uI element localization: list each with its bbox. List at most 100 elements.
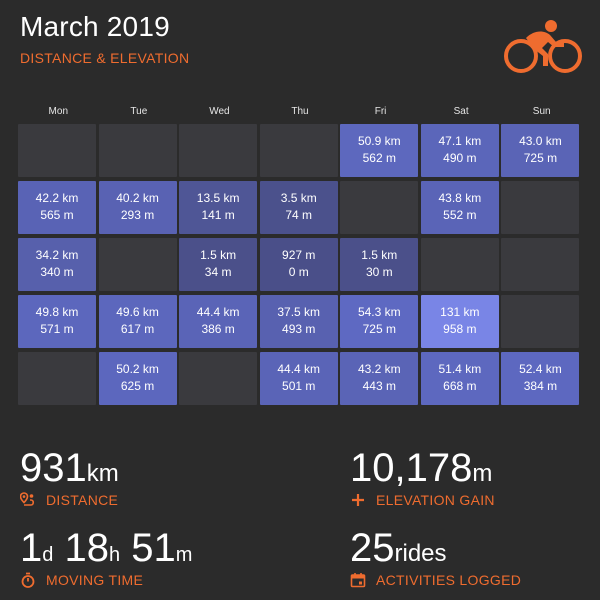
cell-elevation: 562 m xyxy=(362,151,396,165)
cell-elevation: 571 m xyxy=(40,322,74,336)
calendar-cell: 1.5 km 34 m xyxy=(179,238,258,291)
cell-elevation: 141 m xyxy=(201,208,235,222)
cell-distance: 927 m xyxy=(282,248,316,262)
cell-elevation: 443 m xyxy=(362,379,396,393)
cell-elevation: 0 m xyxy=(288,265,309,279)
cell-distance: 43.8 km xyxy=(438,191,482,205)
cell-elevation: 958 m xyxy=(443,322,477,336)
weekday-header: Mon Tue Wed Thu Fri Sat Sun xyxy=(18,106,582,120)
calendar-cell-empty xyxy=(98,124,177,177)
calendar-cell: 43.0 km 725 m xyxy=(501,124,580,177)
cell-distance: 44.4 km xyxy=(196,305,240,319)
calendar-cell: 50.9 km 562 m xyxy=(340,124,419,177)
cell-elevation: 34 m xyxy=(204,265,232,279)
plus-icon xyxy=(352,494,364,506)
distance-stat: 931km DISTANCE xyxy=(20,446,119,508)
weekday-label-mon: Mon xyxy=(48,106,68,117)
moving-time-label-text: MOVING TIME xyxy=(46,572,144,588)
activities-value-line: 25rides xyxy=(350,528,447,574)
weekday-label-fri: Fri xyxy=(374,106,387,117)
cell-distance: 43.0 km xyxy=(519,134,562,148)
cell-distance: 49.6 km xyxy=(116,305,159,319)
calendar-cell: 40.2 km 293 m xyxy=(98,181,177,234)
cell-elevation: 565 m xyxy=(40,208,74,222)
calendar-cell-empty xyxy=(179,124,258,177)
calendar-cell-empty xyxy=(501,181,580,234)
activities-label: ACTIVITIES LOGGED xyxy=(350,572,580,590)
cell-elevation: 384 m xyxy=(523,379,558,393)
cell-distance: 51.4 km xyxy=(438,362,482,376)
cell-elevation: 340 m xyxy=(40,265,74,279)
cell-elevation: 668 m xyxy=(443,379,477,393)
cell-distance: 131 km xyxy=(440,305,480,319)
calendar-cell: 52.4 km 384 m xyxy=(501,352,580,405)
calendar-cell-empty xyxy=(420,238,499,291)
moving-time-hours-unit: h xyxy=(109,544,121,566)
cell-elevation: 30 m xyxy=(365,265,393,279)
cyclist-icon xyxy=(504,20,582,73)
cell-elevation: 493 m xyxy=(282,322,316,336)
cell-elevation: 617 m xyxy=(120,322,155,336)
moving-time-minutes: 51 xyxy=(131,526,176,570)
moving-time-stat: 1d 18h 51m MOVING TIME xyxy=(20,528,192,588)
cell-distance: 42.2 km xyxy=(35,191,79,205)
cell-distance: 34.2 km xyxy=(35,248,79,262)
moving-time-days-unit: d xyxy=(42,544,54,566)
moving-time-value-line: 1d 18h 51m xyxy=(20,528,192,575)
moving-time-days: 1 xyxy=(20,526,43,570)
calendar-cell: 43.2 km 443 m xyxy=(340,352,419,405)
calendar-cell-empty xyxy=(179,352,258,405)
calendar-cell: 3.5 km 74 m xyxy=(259,181,338,234)
calendar-cell-empty xyxy=(501,295,580,348)
cell-elevation: 725 m xyxy=(523,151,558,165)
cell-distance: 52.4 km xyxy=(519,362,562,376)
cell-distance: 47.1 km xyxy=(438,134,482,148)
calendar-cell: 49.6 km 617 m xyxy=(98,295,177,348)
calendar-cell-empty xyxy=(18,352,96,405)
elevation-label: ELEVATION GAIN xyxy=(350,492,580,510)
weekday-label-wed: Wed xyxy=(209,106,230,117)
calendar-cell: 34.2 km 340 m xyxy=(18,238,96,291)
cell-elevation: 725 m xyxy=(362,322,396,336)
cell-distance: 13.5 km xyxy=(196,191,240,205)
calendar-cell: 42.2 km 565 m xyxy=(18,181,96,234)
cell-distance: 50.9 km xyxy=(357,134,401,148)
cell-distance: 1.5 km xyxy=(361,248,398,262)
cell-distance: 3.5 km xyxy=(280,191,317,205)
calendar-cell: 44.4 km 386 m xyxy=(179,295,258,348)
calendar-icon xyxy=(350,573,366,588)
calendar-cell: 37.5 km 493 m xyxy=(259,295,338,348)
calendar-cell: 51.4 km 668 m xyxy=(420,352,499,405)
calendar-cell: 50.2 km 625 m xyxy=(98,352,177,405)
calendar-cell: 1.5 km 30 m xyxy=(340,238,419,291)
calendar-cell: 927 m 0 m xyxy=(259,238,338,291)
calendar-cell: 49.8 km 571 m xyxy=(18,295,96,348)
page-title: March 2019 xyxy=(20,11,170,42)
calendar-cell: 13.5 km 141 m xyxy=(179,181,258,234)
activities-stat: 25rides ACTIVITIES LOGGED xyxy=(350,528,521,588)
calendar-cell-empty xyxy=(98,238,177,291)
distance-label-text: DISTANCE xyxy=(46,492,119,508)
cell-elevation: 386 m xyxy=(201,322,235,336)
cell-elevation: 293 m xyxy=(120,208,155,222)
moving-time-hours: 18 xyxy=(64,526,110,570)
elevation-stat: 10,178m ELEVATION GAIN xyxy=(350,446,495,508)
calendar-cell-empty xyxy=(501,238,580,291)
weekday-label-sun: Sun xyxy=(532,106,551,117)
calendar-cell: 54.3 km 725 m xyxy=(340,295,419,348)
weekday-label-tue: Tue xyxy=(130,106,148,117)
calendar-cell-empty xyxy=(340,181,419,234)
cell-distance: 44.4 km xyxy=(277,362,321,376)
cell-elevation: 625 m xyxy=(120,379,155,393)
calendar-grid: 50.9 km 562 m 47.1 km 490 m 43.0 km 725 m 42.2… xyxy=(18,124,582,406)
distance-value: 931 xyxy=(20,446,87,490)
activities-label-text: ACTIVITIES LOGGED xyxy=(376,572,522,588)
cell-distance: 1.5 km xyxy=(200,248,237,262)
cell-elevation: 501 m xyxy=(282,379,316,393)
distance-label: DISTANCE xyxy=(20,492,220,510)
cell-elevation: 74 m xyxy=(285,208,313,222)
cell-elevation: 552 m xyxy=(443,208,477,222)
calendar-cell: 47.1 km 490 m xyxy=(420,124,499,177)
calendar-cell: 131 km 958 m xyxy=(420,295,499,348)
elevation-value: 10,178 xyxy=(350,446,473,490)
